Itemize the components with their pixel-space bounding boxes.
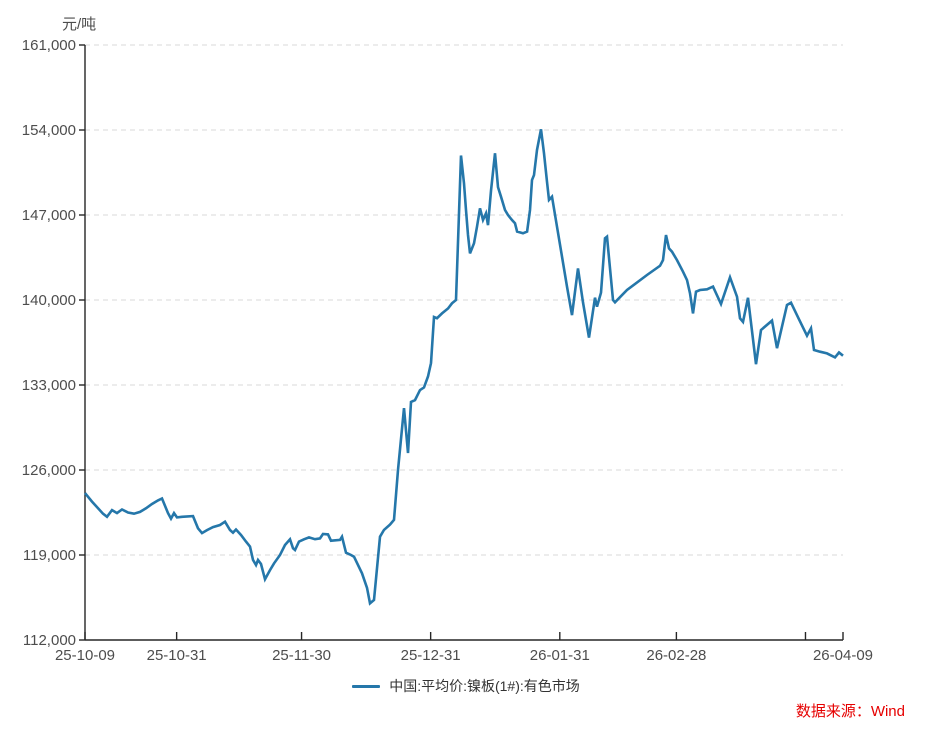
- y-tick-label: 147,000: [22, 207, 76, 224]
- y-axis-unit-label: 元/吨: [62, 16, 97, 33]
- y-tick-label: 133,000: [22, 377, 76, 394]
- legend-line-swatch: [352, 684, 381, 688]
- data-source-note: 数据来源：Wind: [795, 703, 905, 720]
- y-tick-label: 154,000: [22, 122, 76, 139]
- price-series-line: [83, 129, 844, 606]
- y-tick-label: 140,000: [22, 292, 76, 309]
- legend: 中国:平均价:镍板(1#):有色市场: [0, 676, 932, 696]
- x-tick-label: 25-10-09: [55, 647, 115, 664]
- y-tick-label: 119,000: [23, 547, 76, 564]
- y-tick-label: 112,000: [23, 632, 76, 649]
- x-tick-label: 25-11-30: [272, 647, 331, 664]
- x-tick-label: 25-10-31: [147, 647, 207, 664]
- y-tick-label: 126,000: [22, 462, 76, 479]
- legend-series-label: 中国:平均价:镍板(1#):有色市场: [389, 678, 580, 694]
- x-tick-label: 26-04-09: [813, 647, 873, 664]
- x-tick-label: 26-01-31: [530, 647, 590, 664]
- x-tick-label: 26-02-28: [646, 647, 706, 664]
- x-tick-label: 25-12-31: [401, 647, 461, 664]
- y-tick-label: 161,000: [22, 37, 76, 54]
